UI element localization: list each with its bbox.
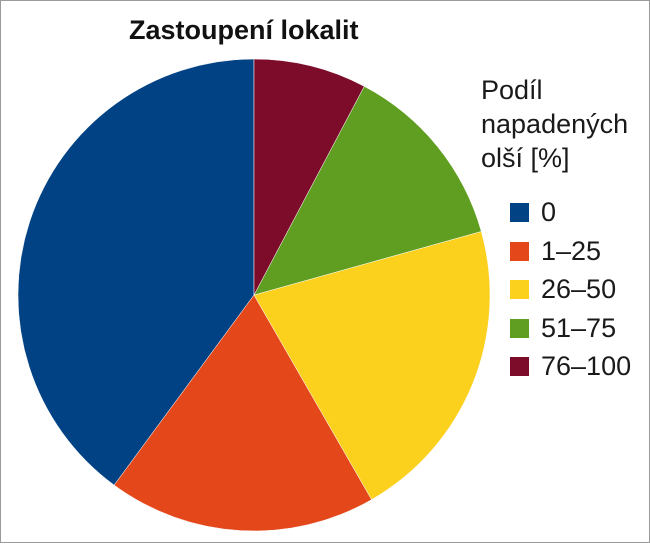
pie-slice-2: [113, 294, 372, 532]
legend-swatch: [510, 241, 529, 261]
pie-slice-3: [253, 231, 491, 500]
legend-label: 26–50: [541, 274, 617, 304]
pie-slice-4: [253, 85, 482, 296]
legend-title-line: olší [%]: [481, 143, 570, 173]
legend-title: Podíl napadených olší [%]: [481, 73, 650, 175]
legend-swatch: [510, 280, 529, 299]
pie-slice-1: [17, 58, 255, 486]
legend-label: 1–25: [541, 235, 602, 266]
legend-swatch: [510, 357, 529, 376]
legend-swatch: [510, 203, 529, 222]
legend-label: 76–100: [541, 351, 632, 381]
legend-title-line: Podíl: [481, 75, 543, 105]
chart-title: Zastoupení lokalit: [129, 15, 359, 45]
legend-label: 0: [541, 197, 557, 227]
legend-label: 51–75: [541, 312, 617, 343]
pie-slice-5: [253, 58, 365, 296]
legend-swatch: [510, 318, 529, 338]
legend-title-line: napadených: [481, 109, 629, 139]
